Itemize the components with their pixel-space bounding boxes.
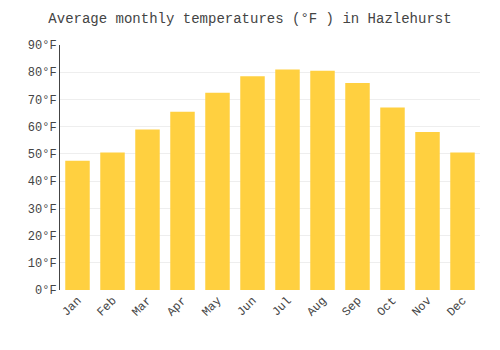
svg-text:Jan: Jan [59, 294, 84, 319]
svg-text:Average monthly temperatures (: Average monthly temperatures (°F ) in Ha… [48, 11, 451, 27]
svg-text:70°F: 70°F [28, 94, 57, 108]
svg-text:Jul: Jul [269, 294, 294, 319]
svg-text:Mar: Mar [129, 294, 154, 319]
svg-text:Nov: Nov [409, 294, 434, 319]
svg-text:Dec: Dec [444, 294, 469, 319]
svg-text:20°F: 20°F [28, 230, 57, 244]
svg-text:May: May [199, 294, 224, 319]
svg-text:Apr: Apr [164, 294, 189, 319]
svg-text:Oct: Oct [374, 294, 399, 319]
svg-text:30°F: 30°F [28, 203, 57, 217]
svg-text:40°F: 40°F [28, 175, 57, 189]
svg-text:Jun: Jun [234, 294, 259, 319]
svg-text:10°F: 10°F [28, 257, 57, 271]
svg-text:50°F: 50°F [28, 148, 57, 162]
svg-text:Sep: Sep [339, 294, 364, 319]
svg-text:Feb: Feb [94, 294, 119, 319]
svg-text:80°F: 80°F [28, 66, 57, 80]
svg-text:60°F: 60°F [28, 121, 57, 135]
svg-text:Aug: Aug [304, 294, 329, 319]
svg-text:90°F: 90°F [28, 39, 57, 53]
svg-text:0°F: 0°F [35, 284, 57, 298]
